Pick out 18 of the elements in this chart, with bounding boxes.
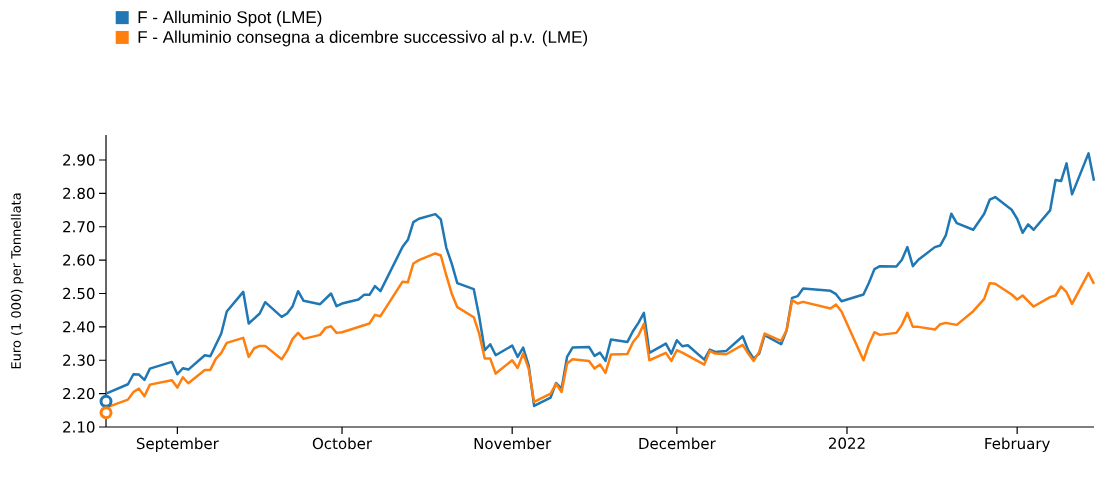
x-tick-label: December <box>639 437 716 450</box>
x-tick-label: February <box>985 437 1050 453</box>
y-tick-label: 2.70 <box>63 221 95 233</box>
legend-label: F - Alluminio consegna a dicembre successivo al p.v. (LME) <box>138 30 588 47</box>
x-tick-label: November <box>474 437 552 450</box>
y-tick-label: 2.30 <box>63 354 95 366</box>
y-tick-label: 2.60 <box>63 254 95 266</box>
y-tick-label: 2.20 <box>63 387 95 400</box>
y-tick-label: 2.90 <box>63 154 95 166</box>
y-tick-label: 2.50 <box>63 287 95 300</box>
y-tick-label: 2.80 <box>63 187 95 200</box>
x-tick-label: 2022 <box>829 437 865 449</box>
legend-label: F - Alluminio Spot (LME) <box>138 10 322 27</box>
x-tick-label: October <box>312 437 373 450</box>
x-tick-label: September <box>136 437 219 453</box>
y-axis-title: Euro (1 000) per Tonnellata <box>10 193 24 369</box>
y-tick-label: 2.40 <box>63 321 95 333</box>
y-tick-label: 2.10 <box>63 421 95 433</box>
